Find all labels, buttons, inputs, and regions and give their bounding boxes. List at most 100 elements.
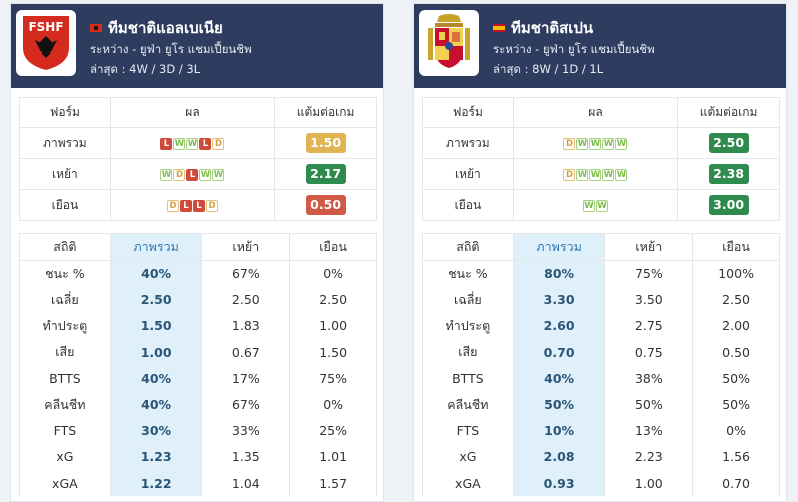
result-pill[interactable]: W [615, 137, 628, 150]
albania-flag-icon [90, 24, 102, 32]
result-pill[interactable]: W [595, 199, 608, 212]
team-logo[interactable] [419, 10, 479, 76]
result-pill[interactable]: W [212, 168, 225, 181]
stat-label: ชนะ % [19, 260, 111, 287]
stat-label: FTS [19, 417, 111, 444]
stats-col-away[interactable]: เยือน [692, 233, 780, 261]
stat-label: ชนะ % [422, 260, 514, 287]
team-name[interactable]: ทีมชาติแอลเบเนีย [108, 19, 223, 37]
stat-overall: 1.23 [109, 443, 203, 470]
team-logo[interactable]: FSHF [16, 10, 76, 76]
stat-away: 1.56 [692, 443, 780, 470]
result-pill[interactable]: W [602, 168, 615, 181]
result-pill[interactable]: L [160, 137, 173, 150]
stat-away: 50% [692, 391, 780, 418]
stats-row: FTS 30% 33% 25% [19, 417, 377, 444]
stat-away: 50% [692, 365, 780, 392]
stat-home: 1.83 [201, 312, 291, 340]
stats-row: คลีนชีท 40% 67% 0% [19, 391, 377, 418]
form-col-ppg: แต้มต่อเกม [274, 97, 377, 128]
result-pill[interactable]: W [589, 137, 602, 150]
stat-away: 1.50 [289, 339, 377, 366]
result-pill[interactable]: D [212, 137, 225, 150]
ppg-badge: 2.50 [708, 133, 749, 153]
result-pill[interactable]: L [186, 168, 199, 181]
result-pill[interactable]: D [166, 199, 179, 212]
result-pill[interactable]: W [589, 168, 602, 181]
ppg-badge: 0.50 [305, 195, 346, 215]
stat-home: 17% [201, 365, 291, 392]
stat-away: 2.00 [692, 312, 780, 340]
team-name[interactable]: ทีมชาติสเปน [511, 19, 594, 37]
stats-col-away[interactable]: เยือน [289, 233, 377, 261]
form-col-form: ฟอร์ม [422, 97, 514, 128]
stat-label: BTTS [422, 365, 514, 392]
stat-home: 1.04 [201, 470, 291, 497]
stat-overall: 1.50 [109, 312, 203, 340]
result-pill[interactable]: D [563, 168, 576, 181]
result-pill[interactable]: W [582, 199, 595, 212]
stats-row: xGA 1.22 1.04 1.57 [19, 470, 377, 497]
stat-away: 75% [289, 365, 377, 392]
logo-text: FSHF [28, 20, 63, 34]
stats-row: คลีนชีท 50% 50% 50% [422, 391, 780, 418]
stat-label: FTS [422, 417, 514, 444]
result-pill[interactable]: D [173, 168, 186, 181]
stats-col-home[interactable]: เหย้า [604, 233, 694, 261]
form-label: เหย้า [19, 158, 111, 190]
stat-label: ทำประตู [19, 312, 111, 340]
stats-table: สถิติ ภาพรวม เหย้า เยือน ชนะ % 40% 67% 0% เ… [19, 233, 377, 497]
stats-row: เสีย 0.70 0.75 0.50 [422, 339, 780, 366]
result-pill[interactable]: L [192, 199, 205, 212]
stat-away: 0% [692, 417, 780, 444]
result-pill[interactable]: W [576, 168, 589, 181]
result-pill[interactable]: W [186, 137, 199, 150]
stat-overall: 3.30 [512, 286, 606, 313]
stat-overall: 40% [512, 365, 606, 392]
stats-col-overall[interactable]: ภาพรวม [109, 233, 203, 261]
stats-header-row: สถิติ ภาพรวม เหย้า เยือน [422, 233, 780, 261]
stat-home: 3.50 [604, 286, 694, 313]
result-pill[interactable]: L [199, 137, 212, 150]
stat-away: 0.50 [692, 339, 780, 366]
stats-row: เฉลี่ย 3.30 3.50 2.50 [422, 286, 780, 313]
stat-home: 50% [604, 391, 694, 418]
stats-header-row: สถิติ ภาพรวม เหย้า เยือน [19, 233, 377, 261]
ppg-cell: 0.50 [274, 189, 377, 221]
stats-row: ชนะ % 40% 67% 0% [19, 260, 377, 287]
team-card-spain: ทีมชาติสเปน ระหว่าง - ยูฟ่า ยูโร แชมเปี้… [413, 3, 787, 502]
result-pill[interactable]: W [173, 137, 186, 150]
stats-col-home[interactable]: เหย้า [201, 233, 291, 261]
result-pill[interactable]: W [199, 168, 212, 181]
stats-row: xG 1.23 1.35 1.01 [19, 443, 377, 470]
result-pill[interactable]: L [179, 199, 192, 212]
ppg-badge: 2.38 [708, 164, 749, 184]
stats-row: ทำประตู 1.50 1.83 1.00 [19, 312, 377, 340]
result-pill[interactable]: W [576, 137, 589, 150]
result-pill[interactable]: W [602, 137, 615, 150]
result-pill[interactable]: D [205, 199, 218, 212]
stat-away: 1.00 [289, 312, 377, 340]
stats-col-overall[interactable]: ภาพรวม [512, 233, 606, 261]
stat-overall: 50% [512, 391, 606, 418]
stat-home: 67% [201, 260, 291, 287]
stat-away: 25% [289, 417, 377, 444]
stat-overall: 0.70 [512, 339, 606, 366]
stat-home: 67% [201, 391, 291, 418]
result-pill[interactable]: W [160, 168, 173, 181]
stat-label: เสีย [19, 339, 111, 366]
stat-label: เสีย [422, 339, 514, 366]
result-pill[interactable]: W [615, 168, 628, 181]
stat-overall: 1.00 [109, 339, 203, 366]
stat-overall: 2.50 [109, 286, 203, 313]
result-pill[interactable]: D [563, 137, 576, 150]
team-name-row: ทีมชาติสเปน [493, 16, 593, 40]
stat-label: xGA [19, 470, 111, 497]
